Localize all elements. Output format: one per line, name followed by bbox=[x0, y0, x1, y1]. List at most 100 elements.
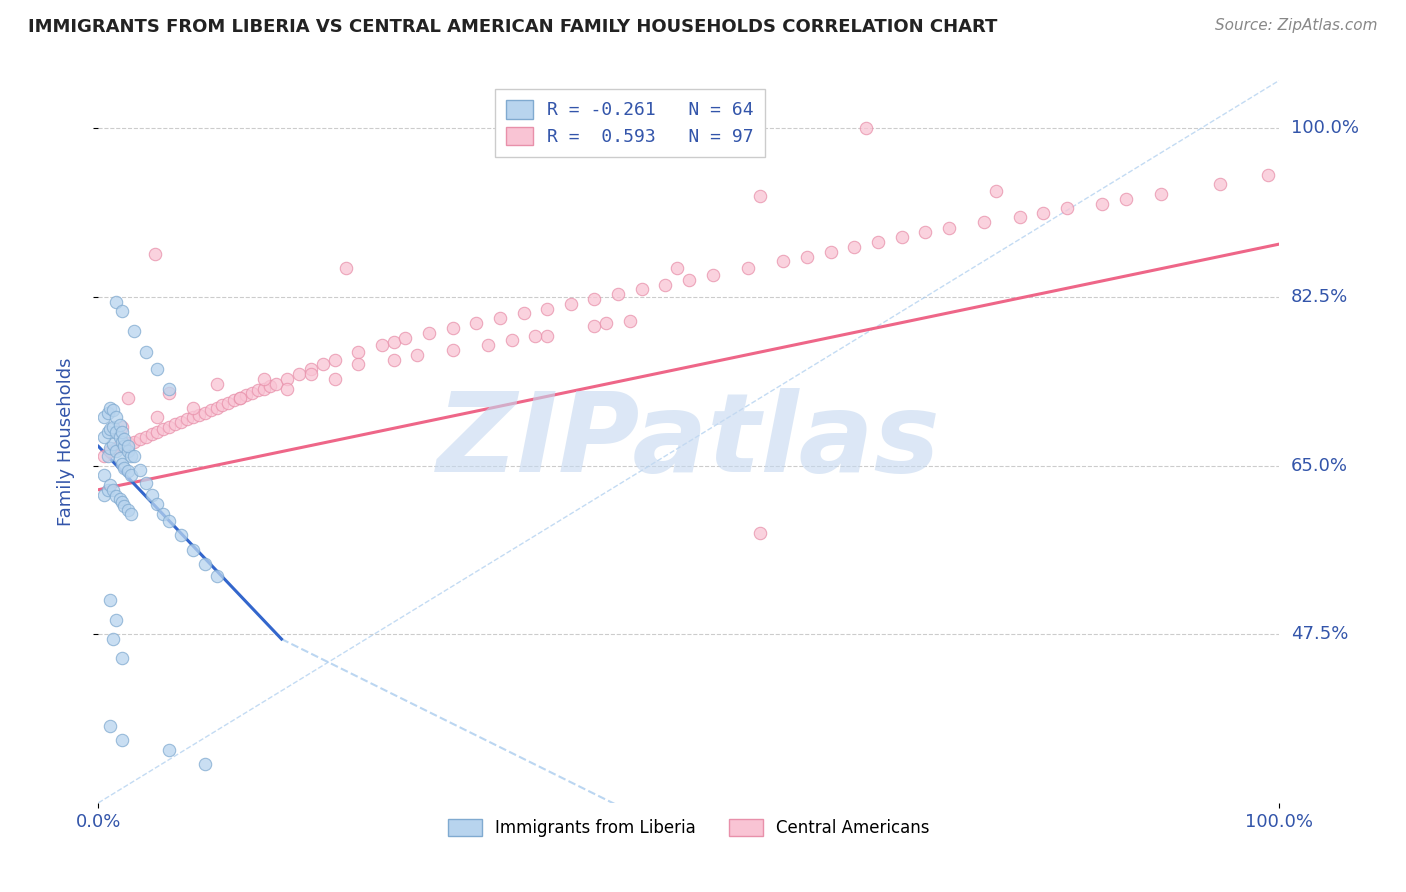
Y-axis label: Family Households: Family Households bbox=[56, 358, 75, 525]
Point bbox=[143, 246, 166, 260]
Point bbox=[229, 391, 252, 405]
Point bbox=[418, 326, 440, 340]
Point bbox=[93, 487, 115, 501]
Point bbox=[111, 434, 134, 449]
Point bbox=[211, 398, 233, 412]
Point bbox=[121, 468, 143, 483]
Point bbox=[111, 425, 134, 439]
Point bbox=[253, 372, 276, 386]
Point bbox=[98, 422, 121, 436]
Point bbox=[108, 418, 131, 433]
Point bbox=[347, 358, 370, 372]
Point bbox=[371, 338, 394, 352]
Point bbox=[165, 417, 187, 432]
Point bbox=[101, 420, 124, 434]
Point bbox=[536, 328, 558, 343]
Point bbox=[181, 410, 204, 425]
Point bbox=[170, 528, 193, 542]
Point bbox=[170, 415, 193, 429]
Point bbox=[135, 475, 157, 490]
Point bbox=[224, 393, 246, 408]
Text: 47.5%: 47.5% bbox=[1291, 625, 1348, 643]
Point bbox=[105, 442, 128, 456]
Point bbox=[235, 388, 257, 402]
Point bbox=[264, 376, 287, 391]
Point bbox=[1091, 196, 1114, 211]
Point bbox=[382, 335, 405, 350]
Point bbox=[98, 444, 121, 458]
Text: IMMIGRANTS FROM LIBERIA VS CENTRAL AMERICAN FAMILY HOUSEHOLDS CORRELATION CHART: IMMIGRANTS FROM LIBERIA VS CENTRAL AMERI… bbox=[28, 18, 997, 36]
Point bbox=[984, 184, 1007, 198]
Point bbox=[654, 277, 676, 292]
Point bbox=[117, 503, 139, 517]
Point bbox=[181, 401, 204, 415]
Point bbox=[748, 189, 770, 203]
Point bbox=[441, 343, 464, 357]
Point bbox=[146, 497, 169, 511]
Point bbox=[105, 444, 128, 458]
Point bbox=[288, 367, 311, 381]
Point bbox=[772, 254, 794, 268]
Point bbox=[536, 301, 558, 316]
Point bbox=[702, 268, 724, 282]
Point bbox=[98, 478, 121, 492]
Point bbox=[108, 492, 131, 507]
Point bbox=[796, 250, 818, 264]
Point bbox=[128, 463, 150, 477]
Point bbox=[105, 425, 128, 439]
Point bbox=[101, 483, 124, 497]
Point bbox=[737, 261, 759, 276]
Point bbox=[299, 367, 322, 381]
Point bbox=[108, 450, 131, 465]
Point bbox=[938, 220, 960, 235]
Point bbox=[101, 402, 124, 417]
Point bbox=[111, 439, 134, 453]
Point bbox=[194, 757, 217, 772]
Point bbox=[560, 297, 582, 311]
Point bbox=[146, 410, 169, 425]
Text: 82.5%: 82.5% bbox=[1291, 288, 1348, 306]
Point bbox=[112, 432, 135, 446]
Point bbox=[93, 449, 115, 463]
Point bbox=[112, 439, 135, 453]
Point bbox=[101, 437, 124, 451]
Point bbox=[93, 410, 115, 425]
Point bbox=[141, 487, 163, 501]
Point bbox=[630, 282, 652, 296]
Point bbox=[1008, 210, 1031, 224]
Point bbox=[1032, 206, 1054, 220]
Point bbox=[135, 345, 157, 359]
Point bbox=[176, 412, 198, 426]
Point bbox=[844, 240, 866, 254]
Point bbox=[157, 420, 180, 434]
Point bbox=[347, 345, 370, 359]
Point bbox=[217, 396, 239, 410]
Point bbox=[122, 434, 145, 449]
Point bbox=[489, 311, 512, 326]
Point bbox=[111, 495, 134, 509]
Point bbox=[299, 362, 322, 376]
Point bbox=[666, 261, 689, 276]
Point bbox=[98, 442, 121, 456]
Point bbox=[122, 324, 145, 338]
Point bbox=[141, 426, 163, 441]
Point bbox=[146, 425, 169, 439]
Point bbox=[335, 261, 357, 276]
Point bbox=[866, 235, 889, 249]
Point bbox=[312, 358, 335, 372]
Point bbox=[1257, 168, 1279, 182]
Point bbox=[276, 382, 298, 396]
Point bbox=[112, 460, 135, 475]
Legend: Immigrants from Liberia, Central Americans: Immigrants from Liberia, Central America… bbox=[440, 810, 938, 845]
Point bbox=[105, 490, 128, 504]
Point bbox=[583, 292, 606, 306]
Point bbox=[97, 449, 120, 463]
Point bbox=[117, 439, 139, 453]
Point bbox=[524, 328, 547, 343]
Point bbox=[253, 382, 276, 396]
Point bbox=[181, 543, 204, 558]
Point bbox=[117, 391, 139, 405]
Point bbox=[108, 430, 131, 444]
Point bbox=[259, 378, 281, 392]
Point bbox=[111, 457, 134, 471]
